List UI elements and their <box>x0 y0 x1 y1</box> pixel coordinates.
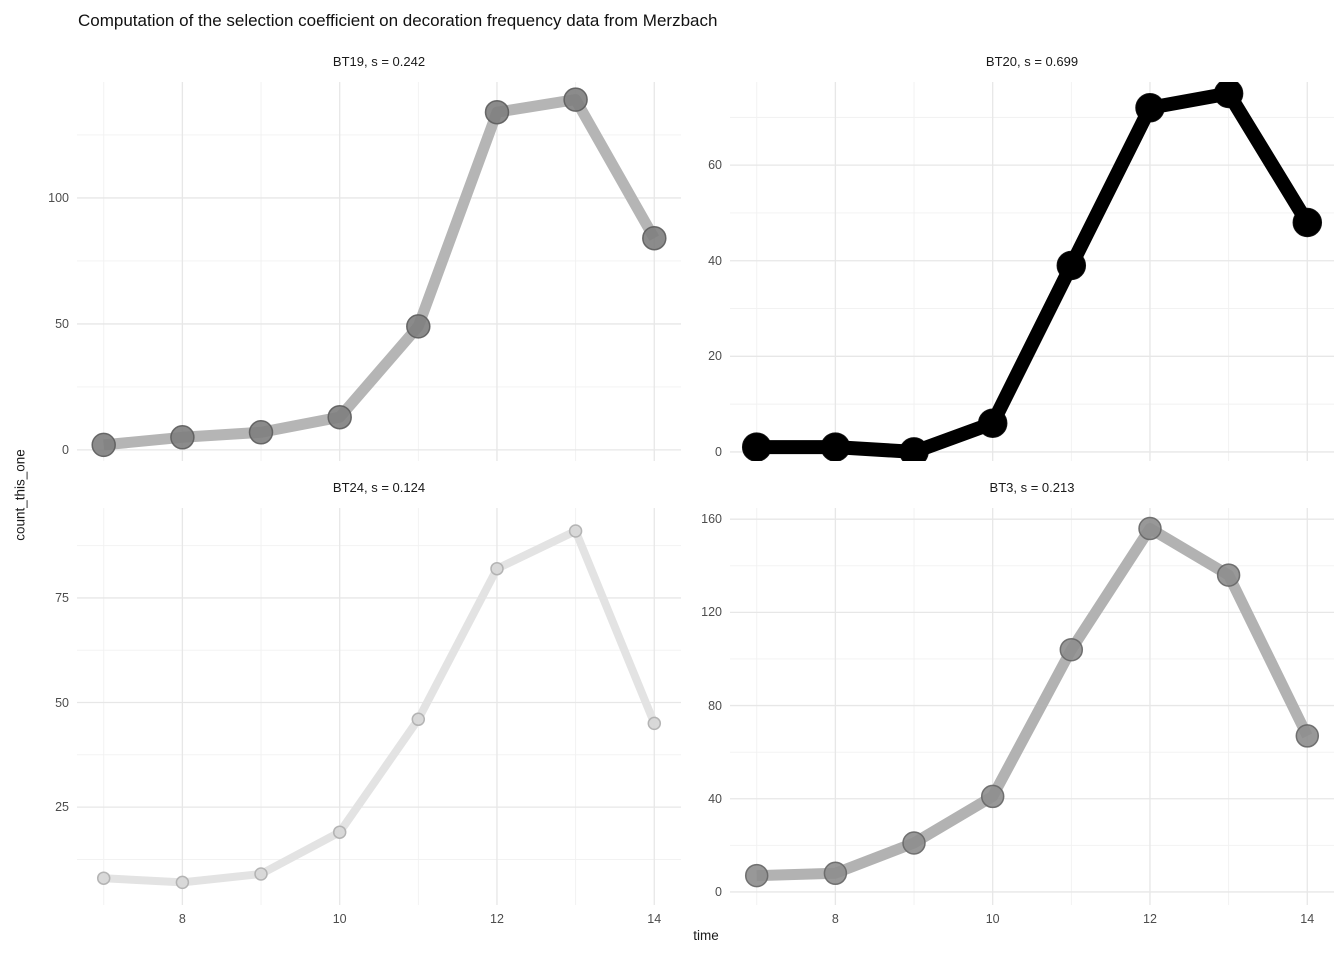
y-tick-label-BT19-0: 0 <box>62 442 69 457</box>
x-tick-label-BT3-10: 10 <box>985 912 1000 926</box>
data-point-BT24-t13 <box>568 524 583 538</box>
facet-panel-BT20 <box>730 82 1334 461</box>
data-point-BT20-t7 <box>741 432 772 461</box>
data-point-BT19-t12 <box>484 99 510 125</box>
y-tick-label-BT3-120: 120 <box>701 605 722 620</box>
data-point-BT19-t7 <box>91 432 116 458</box>
data-point-BT20-t8 <box>820 432 851 461</box>
x-tick-label-BT24-8: 8 <box>178 912 186 926</box>
facet-strip-title-BT19: BT19, s = 0.242 <box>332 54 426 69</box>
x-tick-label-BT3-14: 14 <box>1300 912 1315 926</box>
data-point-BT3-t13 <box>1216 563 1241 587</box>
x-tick-label-BT24-12: 12 <box>490 912 504 926</box>
data-point-BT3-t14 <box>1295 724 1320 748</box>
facet-panel-BT24 <box>77 508 681 905</box>
y-tick-label-BT3-0: 0 <box>715 884 722 899</box>
y-tick-label-BT3-40: 40 <box>708 791 722 806</box>
data-point-BT20-t9 <box>899 437 929 461</box>
y-tick-label-BT3-80: 80 <box>708 698 722 713</box>
data-point-BT24-t8 <box>175 875 190 890</box>
facet-panel-BT3 <box>730 508 1334 905</box>
x-tick-label-BT24-10: 10 <box>332 912 347 926</box>
facet-strip-title-BT24: BT24, s = 0.124 <box>332 480 426 495</box>
y-tick-label-BT19-50: 50 <box>55 316 69 331</box>
data-point-BT3-t12 <box>1138 516 1162 541</box>
y-tick-label-BT24-50: 50 <box>55 695 69 710</box>
chart-title: Computation of the selection coefficient… <box>78 11 718 30</box>
facet-strip-title-BT20: BT20, s = 0.699 <box>985 54 1079 69</box>
data-point-BT3-t10 <box>980 784 1005 809</box>
data-point-BT20-t13 <box>1213 82 1244 109</box>
data-point-BT3-t11 <box>1059 637 1084 662</box>
data-line-BT19 <box>103 94 660 451</box>
x-axis-title: time <box>693 928 719 943</box>
y-tick-label-BT20-20: 20 <box>708 349 722 364</box>
y-tick-label-BT20-0: 0 <box>715 444 722 459</box>
data-point-BT3-t7 <box>744 863 769 888</box>
data-point-BT20-t11 <box>1056 250 1087 281</box>
data-line-BT20 <box>756 86 1314 459</box>
data-point-BT19-t10 <box>327 404 352 430</box>
data-line-BT24 <box>103 527 659 887</box>
y-tick-label-BT19-100: 100 <box>48 190 69 205</box>
data-point-BT24-t7 <box>96 871 111 885</box>
y-tick-label-BT3-160: 160 <box>701 512 722 527</box>
y-tick-label-BT20-40: 40 <box>708 253 722 268</box>
data-line-BT3 <box>756 523 1313 882</box>
x-tick-label-BT3-12: 12 <box>1143 912 1157 926</box>
data-point-BT3-t8 <box>823 861 848 886</box>
data-point-BT19-t13 <box>563 87 588 112</box>
data-point-BT24-t9 <box>254 867 268 881</box>
facet-strip-title-BT3: BT3, s = 0.213 <box>989 480 1075 495</box>
y-tick-label-BT24-75: 75 <box>55 590 69 605</box>
data-point-BT3-t9 <box>902 831 926 855</box>
x-tick-label-BT24-14: 14 <box>647 912 662 926</box>
data-point-BT24-t14 <box>647 716 662 731</box>
data-point-BT20-t12 <box>1135 93 1165 123</box>
data-point-BT24-t11 <box>411 712 426 727</box>
data-point-BT19-t9 <box>248 420 274 445</box>
y-tick-label-BT24-25: 25 <box>55 800 69 815</box>
data-point-BT20-t10 <box>977 408 1008 438</box>
facet-panel-BT19 <box>77 82 681 461</box>
data-point-BT20-t14 <box>1292 207 1323 238</box>
data-point-BT19-t11 <box>406 314 431 339</box>
data-point-BT24-t10 <box>332 825 347 839</box>
x-tick-label-BT3-8: 8 <box>831 912 839 926</box>
y-axis-title: count_this_one <box>12 449 28 541</box>
data-point-BT24-t12 <box>490 561 504 576</box>
y-tick-label-BT20-60: 60 <box>708 158 722 173</box>
data-point-BT19-t14 <box>642 225 667 251</box>
data-point-BT19-t8 <box>170 425 195 450</box>
